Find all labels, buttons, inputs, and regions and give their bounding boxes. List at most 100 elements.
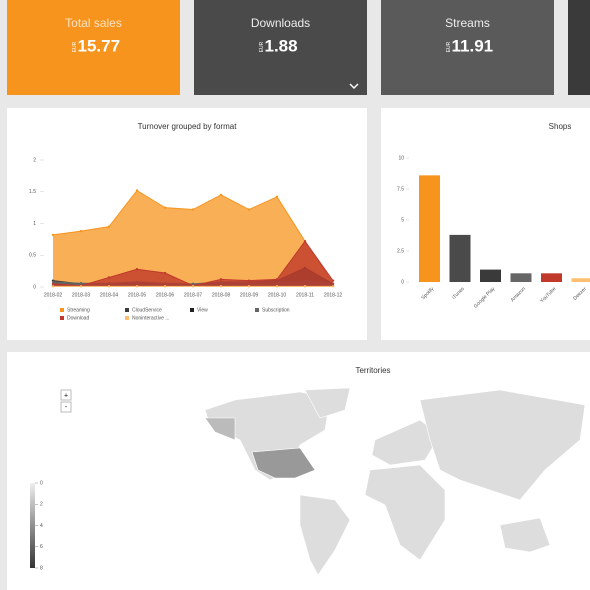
point <box>107 276 111 279</box>
kpi-label: Total sales <box>65 16 122 30</box>
y-tick-label: 1 <box>33 221 36 227</box>
point <box>247 208 251 211</box>
kpi-value: 11.91 <box>452 36 494 55</box>
zoom-in[interactable] <box>60 389 72 401</box>
usa <box>251 447 316 479</box>
point <box>191 285 195 288</box>
bar <box>419 175 440 282</box>
point <box>191 208 195 211</box>
legend-tick-label: 2 <box>40 502 43 508</box>
y-tick-label: 0 <box>33 284 36 290</box>
area-fill <box>53 241 333 287</box>
x-tick-label: 2018-03 <box>72 292 91 298</box>
alaska <box>204 417 236 441</box>
legend-tick-label: 8 <box>40 565 43 571</box>
zoom-in-label[interactable]: + <box>64 392 68 399</box>
legend-swatch <box>60 316 64 320</box>
point <box>331 279 335 282</box>
point <box>163 206 167 209</box>
x-tick-label: 2018-11 <box>296 292 314 298</box>
kpi-value: 15.77 <box>78 36 121 55</box>
zoom-out-label[interactable]: - <box>65 404 68 411</box>
point <box>275 278 279 281</box>
legend-swatch <box>190 308 194 312</box>
x-tick-label: 2018-12 <box>324 292 343 298</box>
point <box>79 281 83 285</box>
map-title: Territories <box>355 366 390 375</box>
bar <box>571 278 590 282</box>
zoom-out[interactable] <box>60 401 72 413</box>
point <box>135 285 139 288</box>
point <box>135 268 139 271</box>
point <box>163 271 167 275</box>
x-tick-label: 2018-08 <box>212 292 231 298</box>
kpi-card <box>568 0 590 95</box>
point <box>331 285 335 288</box>
kpi-currency: EUR <box>446 41 452 52</box>
y-tick-label: 10 <box>398 155 404 161</box>
point <box>107 225 111 228</box>
point <box>219 193 223 197</box>
y-tick-label: 1.5 <box>29 189 36 195</box>
x-tick-label: 2018-06 <box>156 292 175 298</box>
y-tick-label: 0.5 <box>29 253 36 259</box>
kpi-card[interactable] <box>194 0 367 95</box>
legend-label: Download <box>67 315 89 321</box>
world-map <box>204 387 586 576</box>
map-legend-scale <box>30 483 35 568</box>
x-tick-label: 2018-04 <box>100 292 119 298</box>
africa <box>364 464 446 561</box>
y-tick-label: 2.5 <box>397 248 404 254</box>
point <box>275 285 279 288</box>
point <box>79 229 83 233</box>
bar <box>480 269 501 282</box>
asia <box>419 389 586 501</box>
greenland <box>304 387 351 419</box>
legend-label: Subscription <box>262 307 290 313</box>
point <box>191 282 195 286</box>
kpi-label: Downloads <box>251 16 310 30</box>
europe <box>371 419 441 466</box>
x-tick-label: 2018-05 <box>128 292 147 298</box>
point <box>51 280 55 284</box>
point <box>219 278 223 281</box>
point <box>51 285 55 288</box>
point <box>163 285 167 288</box>
australia <box>499 517 551 553</box>
point <box>219 285 223 288</box>
point <box>275 195 279 199</box>
point <box>303 240 307 243</box>
kpi-label: Streams <box>445 16 490 30</box>
chevron[interactable] <box>349 83 359 90</box>
legend-tick-label: 6 <box>40 544 43 550</box>
kpi-value: 1.88 <box>265 36 298 55</box>
bar <box>449 234 471 282</box>
x-tick-label: 2018-07 <box>184 292 203 298</box>
y-tick-label: 7.5 <box>397 186 404 192</box>
bar <box>510 273 532 282</box>
legend-swatch <box>125 316 129 320</box>
point <box>51 233 55 237</box>
legend-label: Streaming <box>67 307 90 313</box>
area-fill <box>53 190 333 287</box>
y-tick-label: 5 <box>401 217 404 223</box>
kpi-card <box>7 0 180 95</box>
y-tick-label: 2 <box>33 157 36 163</box>
legend-tick-label: 0 <box>40 480 43 486</box>
y-tick-label: 0 <box>401 279 404 285</box>
x-tick-label: 2018-09 <box>240 292 259 298</box>
x-tick-label: 2018-10 <box>268 292 287 298</box>
chart-title: Turnover grouped by format <box>138 122 238 131</box>
legend-tick-label: 4 <box>40 523 43 529</box>
legend-label: CloudService <box>132 307 162 313</box>
point <box>135 189 139 192</box>
kpi-card <box>381 0 554 95</box>
panel <box>381 108 590 340</box>
legend-label: Noninteractive ... <box>132 315 170 321</box>
point <box>247 279 251 282</box>
kpi-currency: EUR <box>72 41 78 52</box>
legend-swatch <box>60 308 64 312</box>
kpi-currency: EUR <box>259 41 265 52</box>
south-america <box>299 494 351 576</box>
